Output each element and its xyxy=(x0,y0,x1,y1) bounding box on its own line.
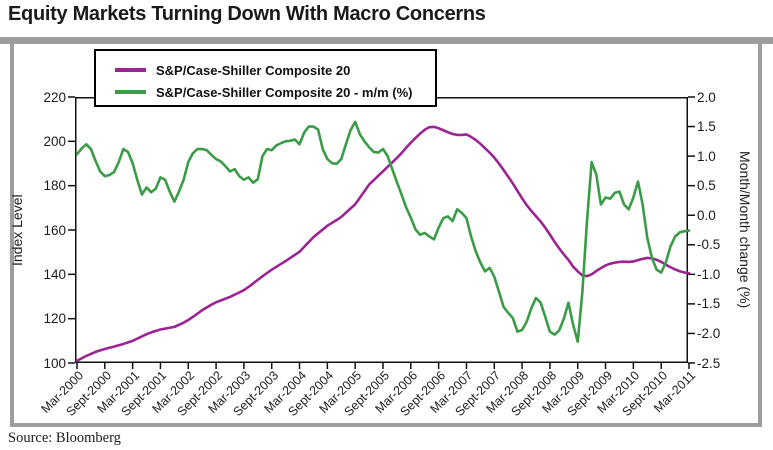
legend-swatch-index-level xyxy=(115,68,146,72)
left-axis-tick-label: 160 xyxy=(43,222,66,238)
legend: S&P/Case-Shiller Composite 20 S&P/Case-Sh… xyxy=(94,49,437,107)
right-axis-tick-label: -2.5 xyxy=(697,355,721,371)
legend-item: S&P/Case-Shiller Composite 20 xyxy=(115,59,435,81)
left-axis-tick-label: 120 xyxy=(43,311,66,327)
legend-swatch-mm-change xyxy=(115,90,146,94)
series-line-index-level xyxy=(75,125,691,363)
plot-area xyxy=(68,96,695,369)
right-axis-title: Month/Month change (%) xyxy=(737,151,753,309)
plot-border xyxy=(75,97,688,363)
left-axis-title: Index Level xyxy=(9,194,25,266)
right-axis-tick-label: -0.5 xyxy=(697,237,721,253)
right-axis-tick-label: 0.5 xyxy=(697,178,716,194)
chart-frame xyxy=(10,44,762,427)
left-axis-tick-label: 180 xyxy=(43,178,66,194)
right-axis-tick-label: 0.0 xyxy=(697,207,716,223)
right-axis-tick-label: 2.0 xyxy=(697,89,716,105)
page-title: Equity Markets Turning Down With Macro C… xyxy=(8,3,486,25)
right-axis-tick-label: -1.0 xyxy=(697,266,721,282)
legend-label: S&P/Case-Shiller Composite 20 xyxy=(156,62,351,78)
legend-item: S&P/Case-Shiller Composite 20 - m/m (%) xyxy=(115,81,435,103)
series-line-mm-change xyxy=(75,120,691,344)
left-axis-tick-label: 140 xyxy=(43,266,66,282)
title-rule-divider xyxy=(0,37,773,44)
left-axis-tick-label: 200 xyxy=(43,133,66,149)
source-note: Source: Bloomberg xyxy=(8,430,121,446)
legend-label: S&P/Case-Shiller Composite 20 - m/m (%) xyxy=(156,84,413,100)
left-axis-tick-label: 100 xyxy=(43,355,66,371)
right-axis-tick-label: -1.5 xyxy=(697,296,721,312)
right-axis-tick-label: 1.0 xyxy=(697,148,716,164)
left-axis-tick-label: 220 xyxy=(43,89,66,105)
right-axis-tick-label: -2.0 xyxy=(697,325,721,341)
right-axis-tick-label: 1.5 xyxy=(697,119,716,135)
